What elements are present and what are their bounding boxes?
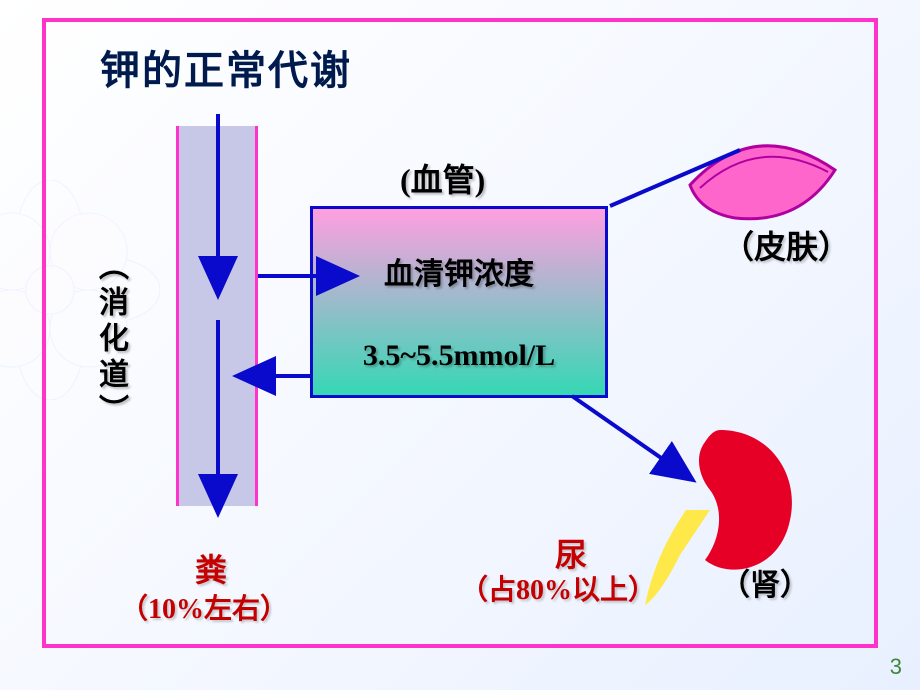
feces-label: 粪 bbox=[195, 545, 227, 591]
skin-label: （皮肤） bbox=[722, 222, 850, 268]
kidney-label: （肾） bbox=[720, 560, 810, 604]
page-number: 3 bbox=[890, 654, 902, 680]
gi-tract-label: （消化道） bbox=[88, 250, 132, 430]
slide-title: 钾的正常代谢 bbox=[100, 38, 352, 96]
feces-percent-label: （10%左右） bbox=[120, 587, 288, 627]
serum-k-value: 3.5~5.5mmol/L bbox=[313, 339, 605, 373]
blood-vessel-box: 血清钾浓度 3.5~5.5mmol/L bbox=[310, 206, 608, 398]
gi-tract-rect bbox=[176, 126, 258, 506]
slide-root: 钾的正常代谢 (血管) （消化道） 血清钾浓度 3.5~5.5mmol/L （皮… bbox=[0, 0, 920, 690]
serum-k-label: 血清钾浓度 bbox=[313, 249, 605, 293]
urine-percent-label: （占80%以上） bbox=[460, 568, 656, 608]
vessel-label: (血管) bbox=[400, 155, 485, 201]
